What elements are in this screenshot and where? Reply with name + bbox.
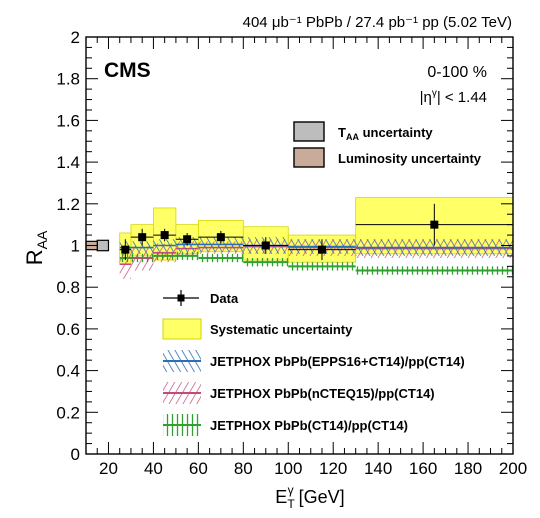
y-tick-label: 1.6 xyxy=(56,111,80,130)
y-axis-title: RAA xyxy=(22,230,50,265)
taa-legend-swatch xyxy=(293,121,325,142)
centrality-label: 0-100 % xyxy=(427,64,487,81)
legend-epps-label: JETPHOX PbPb(EPPS16+CT14)/pp(CT14) xyxy=(210,354,465,369)
x-tick-label: 160 xyxy=(409,459,437,478)
y-tick-label: 0 xyxy=(71,445,80,464)
y-tick-label: 0.4 xyxy=(56,362,80,381)
legend-data: Data xyxy=(163,290,239,306)
norm-box-0 xyxy=(96,239,110,252)
data-point-1 xyxy=(138,233,147,242)
x-tick-label: 80 xyxy=(234,459,253,478)
y-tick-label: 2 xyxy=(71,28,80,47)
taa-legend-label: TAA uncertainty xyxy=(338,125,433,142)
legend-ct14: JETPHOX PbPb(CT14)/pp(CT14) xyxy=(163,414,408,436)
data-point-3 xyxy=(183,235,192,244)
cms-label: CMS xyxy=(104,59,151,82)
y-tick-label: 1.4 xyxy=(56,153,80,172)
x-tick-label: 60 xyxy=(189,459,208,478)
legend-ncteq: JETPHOX PbPb(nCTEQ15)/pp(CT14) xyxy=(163,382,435,404)
y-tick-label: 1.2 xyxy=(56,195,80,214)
y-tick-label: 1 xyxy=(71,237,80,256)
legend-ncteq-label: JETPHOX PbPb(nCTEQ15)/pp(CT14) xyxy=(210,386,435,401)
x-tick-label: 100 xyxy=(274,459,302,478)
data-point-2 xyxy=(160,231,169,240)
y-tick-label: 0.6 xyxy=(56,320,80,339)
eta-cut-label: |ηγ| < 1.44 xyxy=(420,88,487,106)
legend-ct14-label: JETPHOX PbPb(CT14)/pp(CT14) xyxy=(210,418,408,433)
y-tick-label: 0.8 xyxy=(56,278,80,297)
legend-syst: Systematic uncertainty xyxy=(162,318,353,340)
x-tick-label: 40 xyxy=(144,459,163,478)
legend-data-label: Data xyxy=(210,291,239,306)
model-legend: Data Systematic uncertainty JETPHOX PbPb… xyxy=(162,290,465,436)
data-point-7 xyxy=(430,220,439,229)
x-tick-label: 140 xyxy=(364,459,392,478)
norm-legend: TAA uncertainty Luminosity uncertainty xyxy=(293,121,482,168)
data-points xyxy=(119,203,513,261)
data-point-6 xyxy=(317,245,326,254)
y-tick-label: 0.2 xyxy=(56,403,80,422)
lumi-header: 404 μb⁻¹ PbPb / 27.4 pb⁻¹ pp (5.02 TeV) xyxy=(243,14,512,31)
data-point-4 xyxy=(216,233,225,242)
x-tick-label: 20 xyxy=(99,459,118,478)
y-tick-label: 1.8 xyxy=(56,70,80,89)
data-point-0 xyxy=(121,245,130,254)
axes: 0 0.2 0.4 0.6 0.8 1 1.2 1.4 1.6 1.8 2 20 40 60 80 100 12… xyxy=(56,28,527,478)
data-point-5 xyxy=(261,241,270,250)
x-tick-label: 120 xyxy=(319,459,347,478)
lumi-legend-swatch xyxy=(293,147,325,168)
x-tick-label: 180 xyxy=(454,459,482,478)
x-axis-title: ETγ [GeV] xyxy=(275,483,344,511)
x-tick-label: 200 xyxy=(499,459,527,478)
lumi-legend-label: Luminosity uncertainty xyxy=(338,151,482,166)
legend-syst-label: Systematic uncertainty xyxy=(210,322,353,337)
legend-epps: JETPHOX PbPb(EPPS16+CT14)/pp(CT14) xyxy=(163,350,465,372)
